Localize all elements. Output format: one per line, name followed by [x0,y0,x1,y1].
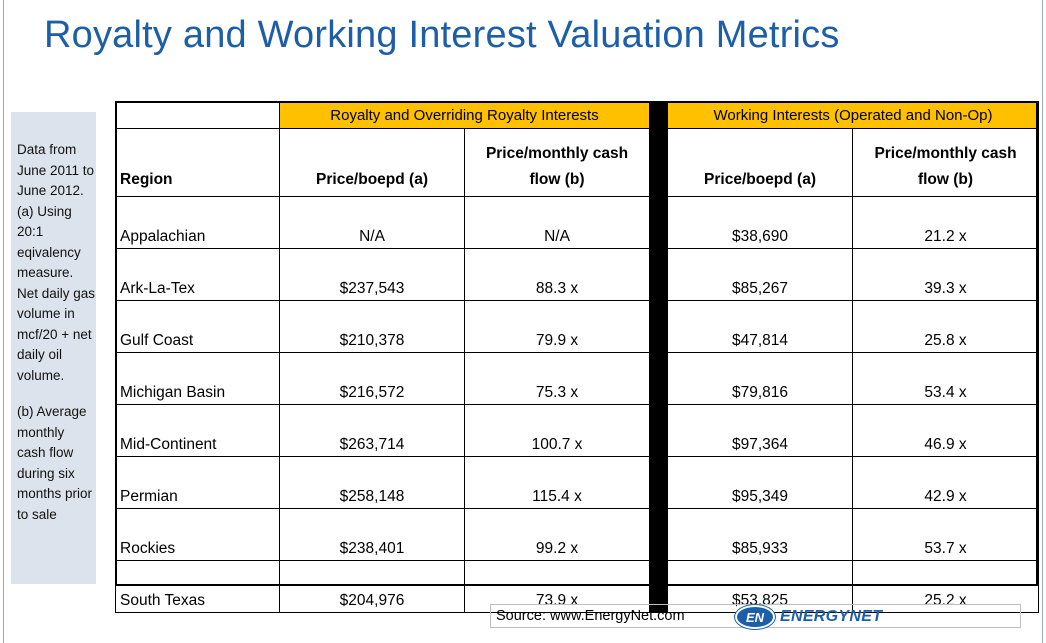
footnote-cash-flow: (b) Average monthly cash flow during six… [17,404,93,522]
source-label: Source: www.EnergyNet.com [496,608,685,624]
cell-working-cashflow: 39.3 x [852,248,1040,301]
footnote-panel: Data from June 2011 to June 2012. (a) Us… [11,112,96,584]
energynet-logo-icon: EN [735,605,775,629]
energynet-logo: EN ENERGYNET [735,605,882,629]
cell-region: Michigan Basin [115,352,280,405]
col-header-region: Region [115,128,280,197]
group-header-working: Working Interests (Operated and Non-Op) [667,101,1040,129]
table-row: Permian $258,148 115.4 x $95,349 42.9 x [115,456,1040,509]
cell-working-cashflow: 53.7 x [852,508,1040,561]
cell-region: Permian [115,456,280,509]
cell-royalty-price: $210,378 [279,300,465,353]
column-header-row: Region Price/boepd (a) Price/monthly cas… [115,128,1040,197]
table-row: Ark-La-Tex $237,543 88.3 x $85,267 39.3 … [115,248,1040,301]
cell-working-cashflow: 42.9 x [852,456,1040,509]
cell-royalty-cashflow: 75.3 x [463,352,651,405]
cell-working-price: $95,349 [667,456,854,509]
cell-working-cashflow: 46.9 x [852,404,1040,457]
cell-working-cashflow: 21.2 x [852,196,1040,249]
col-header-working-price-cashflow: Price/monthly cash flow (b) [852,128,1040,197]
valuation-table: Royalty and Overriding Royalty Interests… [115,101,1040,613]
cell-royalty-cashflow: 100.7 x [463,404,651,457]
cell-working-price: $38,690 [667,196,854,249]
table-row: Mid-Continent $263,714 100.7 x $97,364 4… [115,404,1040,457]
cell-working-price: $85,267 [667,248,854,301]
group-header-royalty: Royalty and Overriding Royalty Interests [278,101,651,129]
cell-region: Mid-Continent [115,404,280,457]
cell-working-cashflow: 25.8 x [852,300,1040,353]
table-row: Rockies $238,401 99.2 x $85,933 53.7 x [115,508,1040,561]
cell-royalty-cashflow: 79.9 x [463,300,651,353]
cell-royalty-price: $238,401 [279,508,465,561]
cell-region: Rockies [115,508,280,561]
cell-royalty-cashflow: N/A [463,196,651,249]
cell-royalty-price: $216,572 [279,352,465,405]
column-divider [649,101,669,613]
cell-region: Ark-La-Tex [115,248,280,301]
col-header-working-price-boepd: Price/boepd (a) [667,128,854,197]
header-blank-cell [115,101,280,129]
cell-royalty-price: N/A [279,196,465,249]
cell-royalty-price: $263,714 [279,404,465,457]
cell-working-price: $47,814 [667,300,854,353]
energynet-logo-text: ENERGYNET [780,608,883,625]
cell-region: South Texas [115,560,280,613]
frame-right-border [1042,0,1043,643]
cell-working-cashflow: 53.4 x [852,352,1040,405]
footnote-data-range: Data from June 2011 to June 2012. (a) Us… [17,142,96,383]
cell-royalty-price: $237,543 [279,248,465,301]
source-box: Source: www.EnergyNet.com EN ENERGYNET [490,604,1021,629]
table-row: Appalachian N/A N/A $38,690 21.2 x [115,196,1040,249]
frame-left-border [3,0,4,643]
cell-royalty-cashflow: 115.4 x [463,456,651,509]
col-header-royalty-price-boepd: Price/boepd (a) [279,128,465,197]
cell-working-price: $97,364 [667,404,854,457]
cell-royalty-price: $258,148 [279,456,465,509]
table-row: Gulf Coast $210,378 79.9 x $47,814 25.8 … [115,300,1040,353]
col-header-royalty-price-cashflow: Price/monthly cash flow (b) [463,128,651,197]
page-title: Royalty and Working Interest Valuation M… [44,14,840,56]
cell-working-price: $85,933 [667,508,854,561]
cell-royalty-price: $204,976 [279,560,465,613]
cell-region: Gulf Coast [115,300,280,353]
table-row: Michigan Basin $216,572 75.3 x $79,816 5… [115,352,1040,405]
cell-working-price: $79,816 [667,352,854,405]
cell-royalty-cashflow: 88.3 x [463,248,651,301]
group-header-row: Royalty and Overriding Royalty Interests… [115,101,1040,613]
cell-region: Appalachian [115,196,280,249]
cell-royalty-cashflow: 99.2 x [463,508,651,561]
